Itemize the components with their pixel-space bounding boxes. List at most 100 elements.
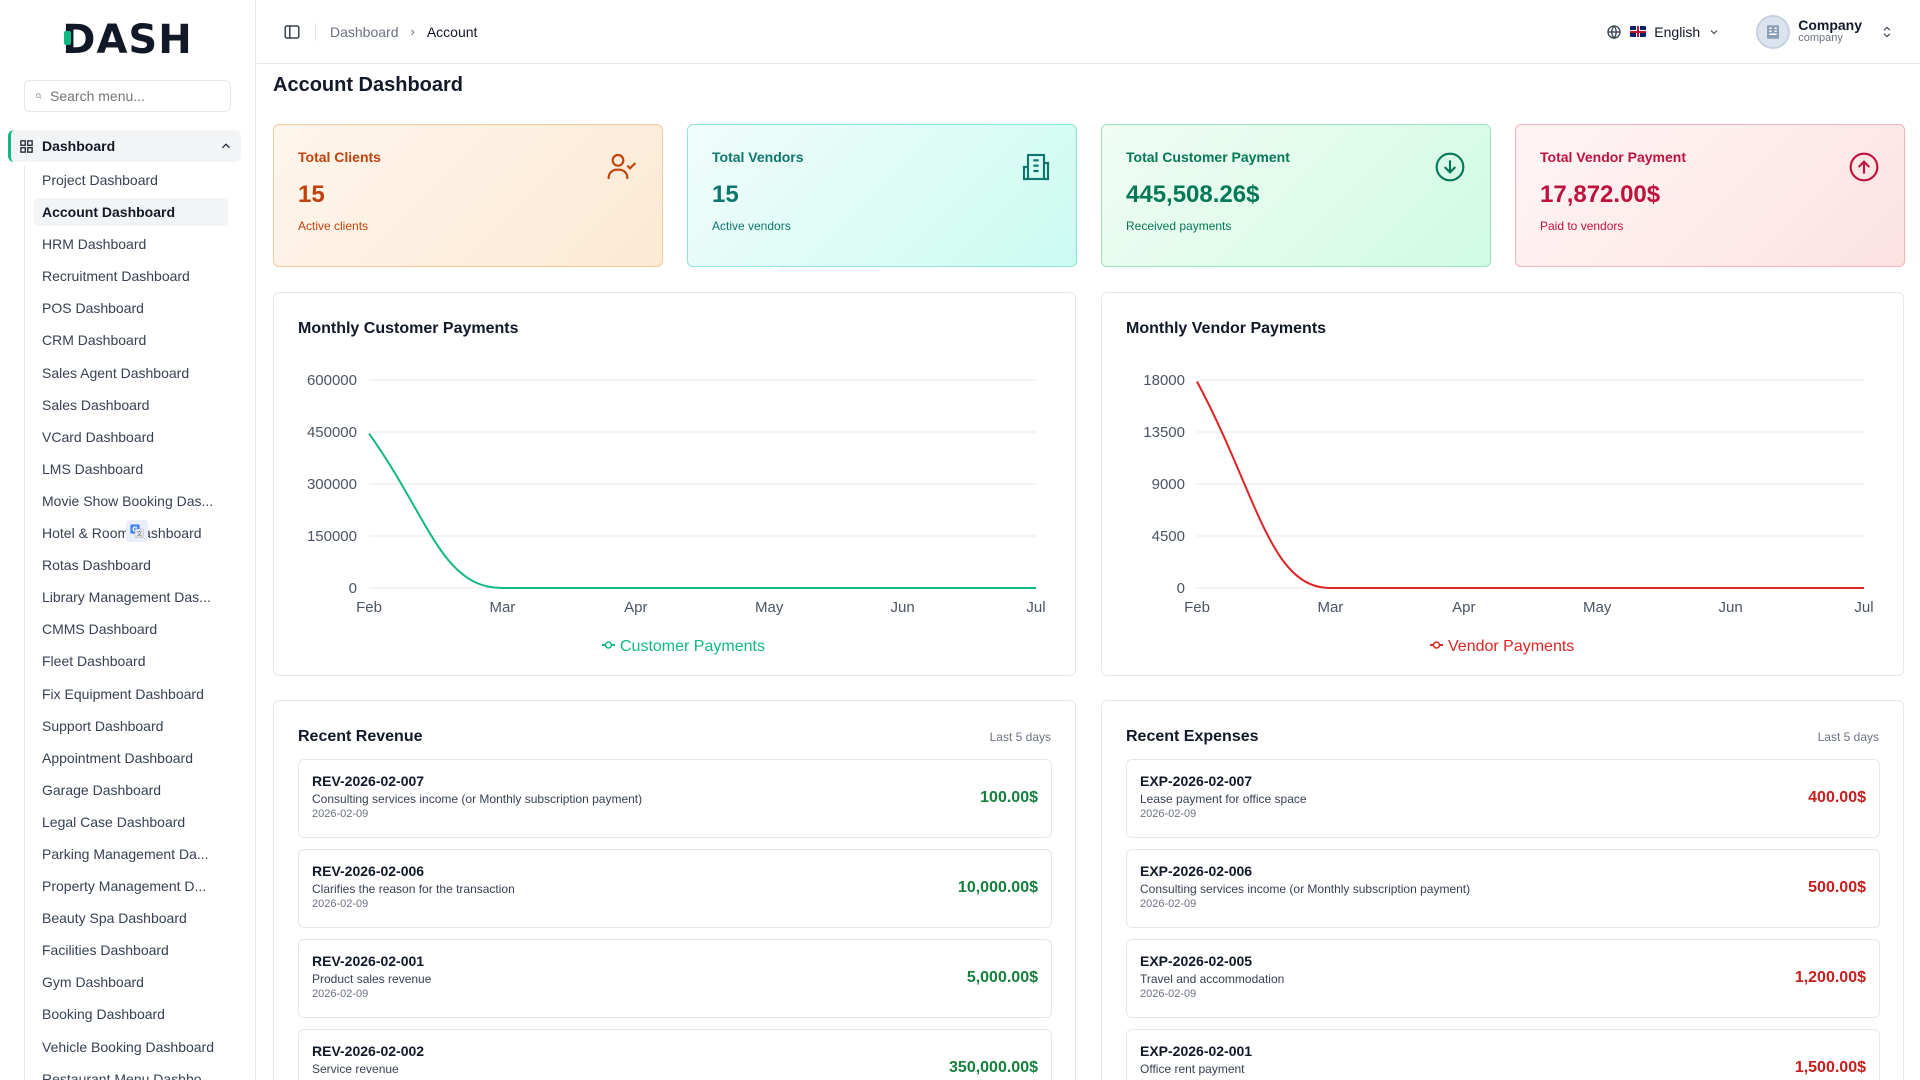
- transaction-item[interactable]: REV-2026-02-002 Service revenue 350,000.00…: [298, 1029, 1052, 1080]
- transaction-amount: 10,000.00$: [957, 879, 1038, 896]
- chart-title: Monthly Customer Payments: [298, 320, 519, 337]
- sidebar-item-label: Facilities Dashboard: [42, 942, 169, 959]
- breadcrumb-dashboard[interactable]: Dashboard: [330, 23, 399, 40]
- sidebar-item[interactable]: Property Management D...: [34, 872, 228, 900]
- sidebar-item-label: CRM Dashboard: [42, 332, 147, 349]
- sidebar-item[interactable]: LMS Dashboard: [34, 455, 228, 483]
- sidebar-item[interactable]: Beauty Spa Dashboard: [34, 904, 228, 932]
- series-line: [368, 432, 1036, 589]
- sidebar-item[interactable]: CMMS Dashboard: [34, 615, 228, 643]
- nav-group-label: Dashboard: [42, 138, 116, 154]
- sidebar-item[interactable]: Recruitment Dashboard: [34, 262, 228, 290]
- transaction-item[interactable]: EXP-2026-02-006 Consulting services incom…: [1126, 849, 1880, 928]
- sidebar-item[interactable]: Project Dashboard: [34, 166, 228, 194]
- x-tick-label: Jun: [1719, 599, 1743, 616]
- sidebar-item[interactable]: Vehicle Booking Dashboard: [34, 1033, 228, 1061]
- transaction-item[interactable]: REV-2026-02-001 Product sales revenue 2026…: [298, 939, 1052, 1018]
- stat-card-total-clients: Total Clients 15 Active clients: [273, 124, 663, 267]
- sidebar-item[interactable]: Appointment Dashboard: [34, 744, 228, 772]
- y-tick-label: 150000: [307, 528, 357, 545]
- sidebar-item[interactable]: Garage Dashboard: [34, 776, 228, 804]
- transaction-item[interactable]: REV-2026-02-007 Consulting services incom…: [298, 759, 1052, 838]
- sidebar-item[interactable]: Account Dashboard: [34, 198, 228, 227]
- top-right-controls: English Company company: [1606, 14, 1894, 49]
- legend-label: Vendor Payments: [1448, 638, 1574, 655]
- sidebar-item[interactable]: Sales Agent Dashboard: [34, 359, 228, 387]
- transaction-date: 2026-02-09: [1140, 808, 1197, 820]
- sidebar-item[interactable]: Legal Case Dashboard: [34, 808, 228, 836]
- sidebar-item-label: Vehicle Booking Dashboard: [42, 1038, 215, 1055]
- sidebar-item[interactable]: Library Management Das...: [34, 583, 228, 611]
- sidebar-item-label: LMS Dashboard: [42, 460, 144, 477]
- transaction-item[interactable]: EXP-2026-02-005 Travel and accommodation 2…: [1126, 939, 1880, 1018]
- transaction-item[interactable]: REV-2026-02-006 Clarifies the reason for …: [298, 849, 1052, 928]
- sidebar-item-label: Rotas Dashboard: [42, 557, 151, 574]
- x-tick-label: Apr: [1452, 599, 1475, 616]
- transaction-item[interactable]: EXP-2026-02-001 Office rent payment 1,500.…: [1126, 1029, 1880, 1080]
- stat-value: 17,872.00$: [1540, 181, 1661, 208]
- sidebar-item[interactable]: Fleet Dashboard: [34, 647, 228, 675]
- transaction-amount: 5,000.00$: [966, 969, 1038, 986]
- sidebar-item-label: Library Management Das...: [42, 589, 211, 606]
- sidebar-toggle-icon[interactable]: [283, 23, 301, 41]
- sidebar-item[interactable]: POS Dashboard: [34, 294, 228, 322]
- sidebar-item[interactable]: Booking Dashboard: [34, 1000, 228, 1028]
- chart-panel-vendor-payments: Monthly Vendor Payments 18000 13500 9000 45…: [1101, 292, 1904, 676]
- uk-flag-icon: [1630, 26, 1647, 37]
- sidebar-item[interactable]: Facilities Dashboard: [34, 936, 228, 964]
- language-selector[interactable]: English: [1606, 24, 1720, 40]
- grid-icon: [20, 139, 33, 153]
- stat-card-total-vendors: Total Vendors 15 Active vendors: [687, 124, 1077, 267]
- search-icon: [35, 93, 42, 99]
- transaction-amount: 100.00$: [980, 789, 1038, 806]
- transaction-item[interactable]: EXP-2026-02-007 Lease payment for office …: [1126, 759, 1880, 838]
- sidebar-item-label: Project Dashboard: [42, 172, 158, 188]
- sidebar-item[interactable]: Restaurant Menu Dashbo...: [34, 1065, 228, 1080]
- y-tick-label: 450000: [307, 424, 357, 441]
- sidebar-item[interactable]: Sales Dashboard: [34, 391, 228, 419]
- company-name: Company: [1798, 17, 1862, 34]
- stat-label: Total Vendors: [712, 149, 804, 165]
- search-menu[interactable]: [24, 80, 231, 112]
- transaction-date: 2026-02-09: [312, 898, 369, 910]
- transaction-description: Office rent payment: [1140, 1062, 1245, 1076]
- sidebar-item[interactable]: Gym Dashboard: [34, 968, 228, 996]
- company-switcher[interactable]: Company company: [1756, 14, 1894, 49]
- sidebar-item[interactable]: VCard Dashboard: [34, 423, 228, 451]
- nav-group-dashboard[interactable]: Dashboard: [8, 130, 241, 162]
- sidebar-item-label: POS Dashboard: [42, 300, 144, 317]
- transaction-date: 2026-02-09: [1140, 988, 1197, 1000]
- stat-value: 15: [298, 181, 325, 208]
- chart-legend: Vendor Payments: [1430, 638, 1574, 655]
- x-tick-label: Apr: [624, 599, 647, 616]
- sidebar-item[interactable]: Parking Management Da...: [34, 840, 228, 868]
- search-input[interactable]: [50, 88, 220, 104]
- sidebar-item[interactable]: Fix Equipment Dashboard: [34, 680, 228, 708]
- y-tick-label: 13500: [1143, 424, 1185, 441]
- stat-value: 15: [712, 181, 739, 208]
- sidebar-item[interactable]: Support Dashboard: [34, 712, 228, 740]
- transaction-date: 2026-02-09: [312, 808, 369, 820]
- transaction-ref: REV-2026-02-002: [312, 1043, 425, 1059]
- sidebar-item-label: Booking Dashboard: [42, 1006, 165, 1023]
- sidebar-item-label: Property Management D...: [42, 878, 207, 895]
- chevron-up-icon[interactable]: [219, 139, 233, 153]
- chevron-right-icon: ›: [410, 24, 415, 39]
- sidebar-item[interactable]: HRM Dashboard: [34, 230, 228, 258]
- transaction-ref: REV-2026-02-001: [312, 953, 425, 969]
- legend-label: Customer Payments: [620, 638, 765, 655]
- y-tick-label: 0: [349, 580, 357, 597]
- logo-text: DASH: [62, 17, 193, 63]
- translate-icon[interactable]: G文: [126, 520, 148, 542]
- app-logo[interactable]: DASH: [0, 0, 255, 80]
- sidebar-item[interactable]: Rotas Dashboard: [34, 551, 228, 579]
- y-tick-label: 300000: [307, 476, 357, 493]
- sidebar-item[interactable]: Movie Show Booking Das...: [34, 487, 228, 515]
- sidebar-item[interactable]: CRM Dashboard: [34, 326, 228, 354]
- sidebar-item-label: CMMS Dashboard: [42, 621, 158, 638]
- sidebar-item-label: Beauty Spa Dashboard: [42, 910, 187, 927]
- panel-title: Recent Expenses: [1126, 728, 1259, 745]
- sidebar-item-label: Restaurant Menu Dashbo...: [42, 1070, 214, 1080]
- stat-subtext: Active clients: [298, 219, 369, 233]
- sidebar-item-label: VCard Dashboard: [42, 428, 155, 445]
